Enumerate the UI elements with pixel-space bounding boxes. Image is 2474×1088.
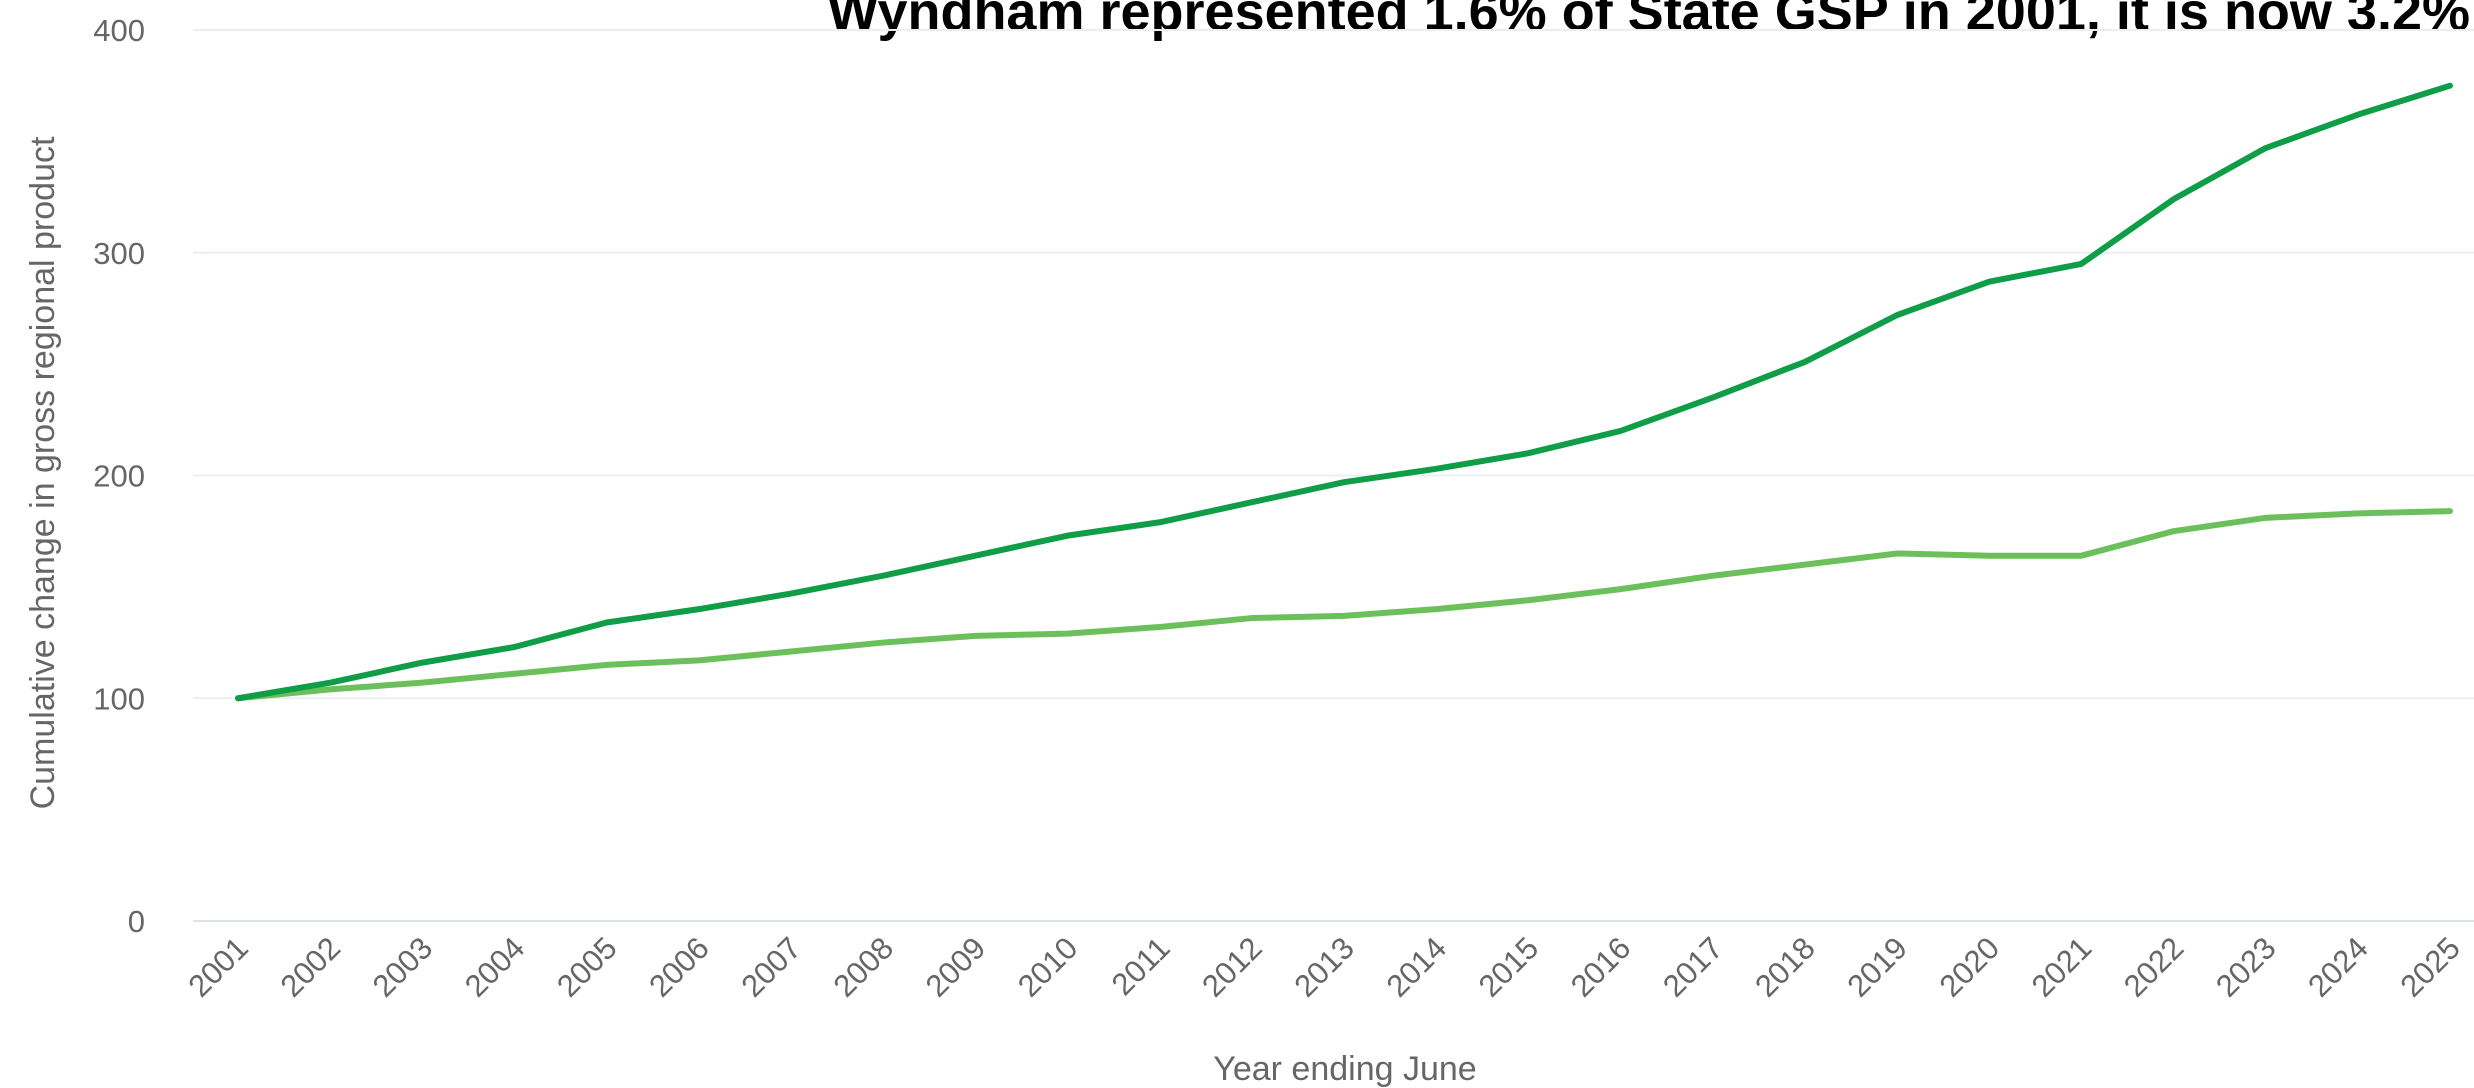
x-tick-label: 2003 xyxy=(366,930,440,1004)
x-tick-label: 2024 xyxy=(2301,930,2375,1004)
x-tick-label: 2008 xyxy=(827,930,901,1004)
x-axis-title: Year ending June xyxy=(1213,1050,1476,1088)
x-tick-label: 2015 xyxy=(1472,930,1546,1004)
x-tick-label: 2001 xyxy=(181,930,255,1004)
y-axis-title: Cumulative change in gross regional prod… xyxy=(24,136,62,809)
y-tick-label: 200 xyxy=(93,459,145,494)
x-tick-label: 2009 xyxy=(919,930,993,1004)
x-tick-label: 2007 xyxy=(734,930,808,1004)
x-tick-label: 2006 xyxy=(642,930,716,1004)
x-tick-label: 2017 xyxy=(1656,930,1730,1004)
x-tick-label: 2016 xyxy=(1564,930,1638,1004)
x-tick-label: 2011 xyxy=(1105,930,1177,1002)
y-tick-label: 400 xyxy=(93,13,145,48)
x-tick-label: 2022 xyxy=(2117,930,2191,1004)
chart-title: Wyndham represented 1.6% of State GSP in… xyxy=(827,0,2470,42)
x-tick-label: 2020 xyxy=(1933,930,2007,1004)
x-tick-label: 2021 xyxy=(2025,930,2099,1004)
series-line xyxy=(235,508,2453,702)
x-tick-label: 2023 xyxy=(2209,930,2283,1004)
x-tick-label: 2018 xyxy=(1748,930,1822,1004)
y-tick-label: 300 xyxy=(93,236,145,271)
x-tick-label: 2025 xyxy=(2393,930,2467,1004)
x-tick-label: 2014 xyxy=(1380,930,1454,1004)
y-tick-label: 100 xyxy=(93,681,145,716)
x-tick-label: 2010 xyxy=(1011,930,1085,1004)
series-line xyxy=(235,82,2453,702)
x-tick-label: 2004 xyxy=(458,930,532,1004)
x-tick-label: 2012 xyxy=(1195,930,1269,1004)
x-tick-label: 2005 xyxy=(550,930,624,1004)
x-tick-label: 2013 xyxy=(1287,930,1361,1004)
y-tick-label: 0 xyxy=(128,904,145,939)
x-tick-label: 2019 xyxy=(1840,930,1914,1004)
x-tick-label: 2002 xyxy=(274,930,348,1004)
